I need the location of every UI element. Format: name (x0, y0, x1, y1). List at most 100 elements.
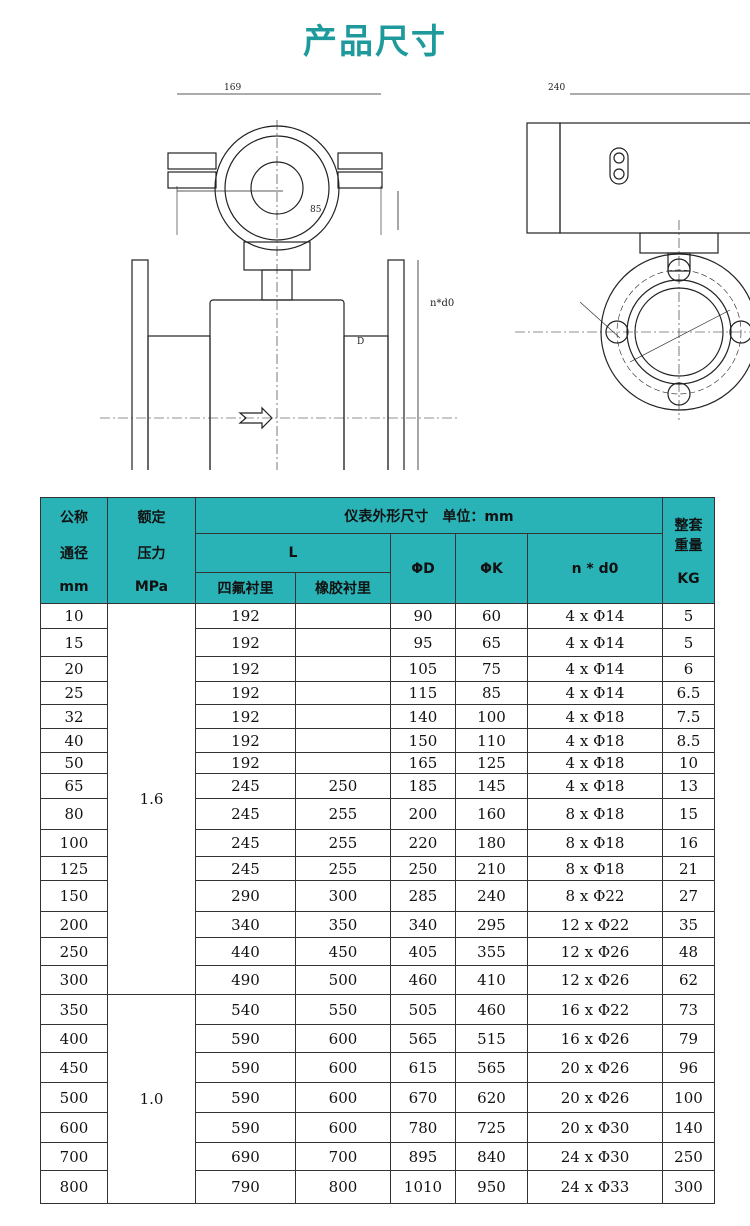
cell-ptfe-length: 340 (195, 911, 296, 938)
cell-dn: 15 (40, 628, 108, 657)
cell-ptfe-length: 245 (195, 856, 296, 881)
cell-weight: 21 (662, 856, 715, 881)
cell-weight: 100 (662, 1082, 715, 1113)
cell-rubber-length (295, 603, 391, 629)
cell-ptfe-length: 490 (195, 965, 296, 995)
cell-outer-diameter: 285 (390, 880, 456, 912)
cell-rubber-length: 800 (295, 1170, 391, 1204)
cell-outer-diameter: 565 (390, 1024, 456, 1053)
cell-ptfe-length: 192 (195, 704, 296, 729)
cell-ptfe-length: 440 (195, 937, 296, 966)
cell-dn: 400 (40, 1024, 108, 1053)
cell-bolt-circle: 725 (455, 1112, 528, 1143)
cell-bolt-holes: 8 x Φ18 (527, 856, 663, 881)
table-row: 32 192 140 100 4 x Φ18 7.5 (40, 704, 715, 729)
cell-bolt-holes: 8 x Φ22 (527, 880, 663, 912)
cell-rubber-length: 450 (295, 937, 391, 966)
cell-outer-diameter: 105 (390, 656, 456, 682)
cell-bolt-holes: 4 x Φ14 (527, 681, 663, 705)
cell-dn: 700 (40, 1142, 108, 1171)
cell-bolt-circle: 145 (455, 773, 528, 799)
cell-weight: 140 (662, 1112, 715, 1143)
cell-bolt-holes: 4 x Φ18 (527, 752, 663, 774)
cell-ptfe-length: 690 (195, 1142, 296, 1171)
cell-bolt-circle: 75 (455, 656, 528, 682)
cell-bolt-holes: 4 x Φ14 (527, 603, 663, 629)
dim-d-label: D (357, 337, 364, 347)
cell-rubber-length: 255 (295, 856, 391, 881)
header-outer-diameter: ΦD (390, 533, 456, 604)
cell-bolt-circle: 410 (455, 965, 528, 995)
cell-weight: 5 (662, 603, 715, 629)
cell-dn: 450 (40, 1052, 108, 1083)
cell-dn: 20 (40, 656, 108, 682)
cell-bolt-holes: 16 x Φ26 (527, 1024, 663, 1053)
cell-dn: 32 (40, 704, 108, 729)
cell-weight: 16 (662, 829, 715, 857)
cell-rubber-length: 350 (295, 911, 391, 938)
cell-rubber-length (295, 704, 391, 729)
header-nominal-diameter: 公称 通径 mm (40, 497, 108, 604)
cell-outer-diameter: 460 (390, 965, 456, 995)
cell-bolt-holes: 20 x Φ26 (527, 1052, 663, 1083)
cell-bolt-holes: 4 x Φ14 (527, 656, 663, 682)
table-row: 350 1.0 540 550 505 460 16 x Φ22 73 (40, 994, 715, 1204)
cell-ptfe-length: 790 (195, 1170, 296, 1204)
cell-weight: 48 (662, 937, 715, 966)
cell-outer-diameter: 250 (390, 856, 456, 881)
cell-bolt-circle: 565 (455, 1052, 528, 1083)
cell-weight: 10 (662, 752, 715, 774)
cell-outer-diameter: 1010 (390, 1170, 456, 1204)
cell-rubber-length (295, 681, 391, 705)
table-row: 100 245 255 220 180 8 x Φ18 16 (40, 829, 715, 857)
cell-weight: 250 (662, 1142, 715, 1171)
cell-rubber-length: 600 (295, 1052, 391, 1083)
cell-bolt-circle: 515 (455, 1024, 528, 1053)
dimension-drawing: 169 240 85 D L n*d0 (100, 83, 750, 470)
header-weight: 整套 重量 KG (662, 497, 715, 604)
table-row: 800 790 800 1010 950 24 x Φ33 300 (40, 1170, 715, 1204)
cell-dn: 80 (40, 798, 108, 830)
cell-dn: 150 (40, 880, 108, 912)
cell-dn: 800 (40, 1170, 108, 1204)
table-row: 500 590 600 670 620 20 x Φ26 100 (40, 1082, 715, 1113)
cell-rubber-length (295, 656, 391, 682)
cell-bolt-holes: 8 x Φ18 (527, 829, 663, 857)
cell-rubber-length (295, 752, 391, 774)
table-body: 10 1.6 192 90 60 4 x Φ14 5 15 192 95 65 4 x Φ14 5 20 1… (40, 603, 715, 1204)
cell-ptfe-length: 245 (195, 829, 296, 857)
cell-bolt-circle: 950 (455, 1170, 528, 1204)
cell-weight: 62 (662, 965, 715, 995)
cell-pressure: 1.6 (107, 603, 196, 995)
cell-outer-diameter: 670 (390, 1082, 456, 1113)
table-row: 50 192 165 125 4 x Φ18 10 (40, 752, 715, 774)
cell-outer-diameter: 200 (390, 798, 456, 830)
dim-240-label: 240 (548, 83, 565, 93)
cell-weight: 27 (662, 880, 715, 912)
cell-dn: 65 (40, 773, 108, 799)
header-bolt-holes: n * d0 (527, 533, 663, 604)
cell-outer-diameter: 220 (390, 829, 456, 857)
cell-ptfe-length: 590 (195, 1052, 296, 1083)
cell-bolt-holes: 24 x Φ33 (527, 1170, 663, 1204)
cell-ptfe-length: 245 (195, 798, 296, 830)
cell-outer-diameter: 165 (390, 752, 456, 774)
cell-bolt-circle: 125 (455, 752, 528, 774)
cell-pressure: 1.0 (107, 994, 196, 1204)
cell-outer-diameter: 405 (390, 937, 456, 966)
cell-bolt-circle: 295 (455, 911, 528, 938)
table-row: 300 490 500 460 410 12 x Φ26 62 (40, 965, 715, 995)
cell-bolt-holes: 8 x Φ18 (527, 798, 663, 830)
table-row: 250 440 450 405 355 12 x Φ26 48 (40, 937, 715, 966)
cell-bolt-circle: 160 (455, 798, 528, 830)
cell-dn: 125 (40, 856, 108, 881)
cell-weight: 6.5 (662, 681, 715, 705)
cell-ptfe-length: 590 (195, 1082, 296, 1113)
cell-bolt-circle: 100 (455, 704, 528, 729)
cell-dn: 10 (40, 603, 108, 629)
cell-outer-diameter: 185 (390, 773, 456, 799)
cell-bolt-holes: 4 x Φ18 (527, 728, 663, 753)
cell-rubber-length: 255 (295, 829, 391, 857)
cell-weight: 7.5 (662, 704, 715, 729)
table-row: 65 245 250 185 145 4 x Φ18 13 (40, 773, 715, 799)
